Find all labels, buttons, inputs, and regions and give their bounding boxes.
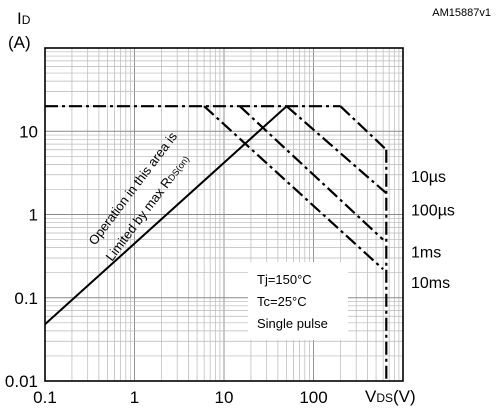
series-p1ms (239, 105, 384, 241)
y-tick-label: 0.01 (5, 372, 38, 391)
curve-label-p1ms: 1ms (411, 244, 441, 261)
condition-tj: Tj=150°C (257, 272, 312, 287)
x-tick-label: 100 (299, 388, 327, 407)
y-axis-label: ID (17, 9, 31, 28)
condition-pulse: Single pulse (257, 316, 328, 331)
curve-labels: 10µs 100µs 1ms 10ms (411, 169, 455, 292)
x-axis-label-unit: (V) (393, 387, 416, 406)
series-p100us (285, 105, 388, 195)
y-tick-labels: 0.01 0.1 1 10 (5, 122, 38, 391)
series-p10us (339, 105, 388, 151)
x-axis-label: VDS(V) (365, 387, 416, 406)
series-rds_limit (44, 105, 288, 326)
chart-code: AM15887v1 (432, 7, 491, 19)
rds-limit-annotation-sub: DS(on) (166, 154, 191, 183)
y-tick-label: 1 (29, 206, 38, 225)
curve-label-p100us: 100µs (411, 202, 455, 219)
curves (44, 105, 388, 381)
y-tick-label: 0.1 (14, 289, 38, 308)
curve-label-p10ms: 10ms (411, 275, 450, 292)
x-tick-label: 0.1 (33, 388, 57, 407)
x-axis-label-sub: DS (376, 391, 393, 405)
grid (44, 48, 403, 382)
series-p10ms (203, 105, 384, 271)
curve-label-p10us: 10µs (411, 169, 446, 186)
x-tick-label: 10 (215, 388, 234, 407)
x-tick-labels: 0.1 1 10 100 (33, 388, 328, 407)
plot-frame (44, 47, 404, 382)
condition-tc: Tc=25°C (257, 294, 307, 309)
x-tick-label: 1 (130, 388, 139, 407)
y-tick-label: 10 (19, 122, 38, 141)
y-axis-label-sub: D (22, 13, 31, 27)
y-axis-label-main: I (17, 9, 22, 28)
x-axis-label-main: V (365, 387, 377, 406)
y-axis-unit: (A) (8, 33, 31, 52)
conditions-box-background (248, 262, 348, 340)
